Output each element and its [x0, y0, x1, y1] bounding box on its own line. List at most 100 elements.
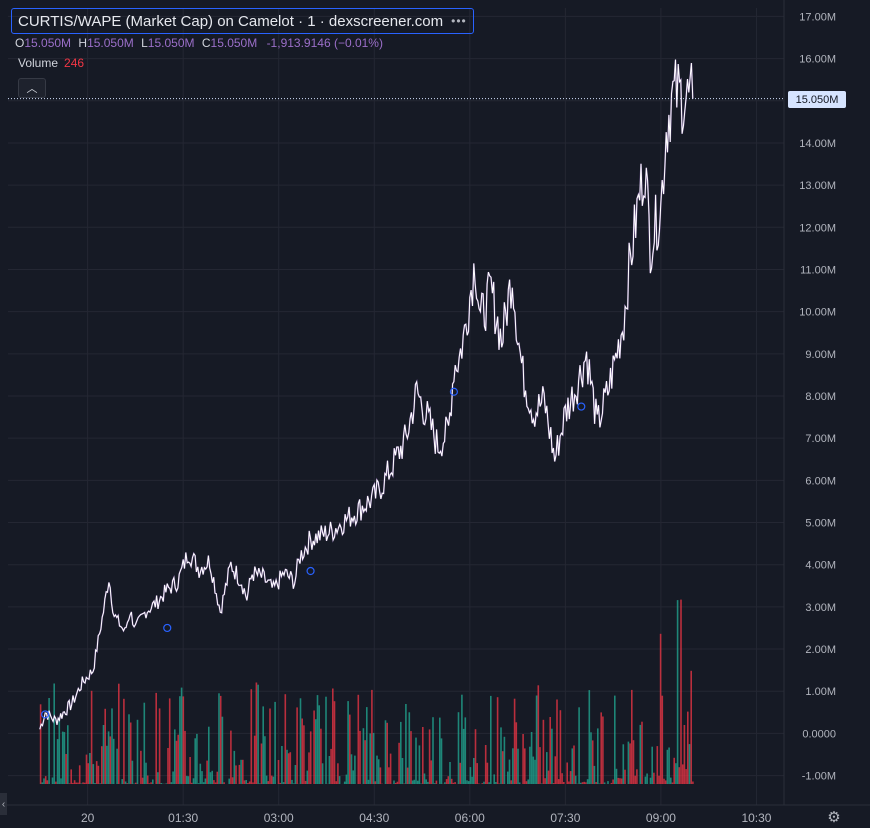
- y-tick-label: 10.00M: [799, 307, 836, 319]
- x-tick-label: 10:30: [741, 811, 771, 825]
- volume-bar: [631, 689, 633, 784]
- more-options-icon[interactable]: •••: [451, 14, 467, 28]
- volume-bar: [51, 777, 54, 784]
- volume-bar: [500, 727, 502, 784]
- volume-bar: [92, 764, 95, 784]
- x-tick-label: 20: [81, 811, 95, 825]
- x-tick-label: 01:30: [168, 811, 198, 825]
- volume-bar: [65, 754, 67, 784]
- volume-bar: [681, 764, 684, 784]
- symbol-legend[interactable]: CURTIS/WAPE (Market Cap) on Camelot · 1 …: [11, 8, 474, 34]
- volume-bar: [274, 701, 276, 784]
- collapse-legend-button[interactable]: ︿: [18, 78, 46, 98]
- volume-bar: [199, 763, 202, 784]
- volume-bar: [155, 692, 157, 784]
- volume-bar: [192, 778, 195, 784]
- volume-bar: [242, 759, 244, 784]
- volume-bar: [428, 729, 431, 784]
- volume-bar: [366, 707, 368, 784]
- volume-bar: [150, 782, 152, 784]
- volume-bar: [250, 689, 253, 784]
- volume-bar: [284, 694, 287, 784]
- volume-bar: [554, 756, 557, 784]
- volume-bar: [97, 765, 100, 784]
- volume-bar: [245, 780, 247, 784]
- volume-bar: [367, 779, 370, 784]
- volume-bar: [104, 708, 106, 784]
- y-tick-label: 4.00M: [805, 560, 836, 572]
- volume-bar: [473, 758, 475, 784]
- volume-bar: [486, 762, 489, 784]
- volume-bar: [94, 783, 96, 784]
- volume-bar: [204, 778, 207, 784]
- volume-bar: [617, 777, 619, 784]
- volume-bar: [467, 781, 470, 784]
- volume-bar: [292, 783, 295, 784]
- volume-bar: [253, 735, 256, 784]
- volume-bar: [377, 759, 380, 784]
- volume-bar: [106, 745, 108, 784]
- volume-legend[interactable]: Volume 246: [18, 56, 84, 70]
- volume-bar: [496, 697, 499, 784]
- volume-bar: [415, 737, 417, 784]
- volume-bar: [469, 767, 472, 784]
- grid-lines: [8, 8, 784, 805]
- volume-bar: [425, 779, 427, 784]
- volume-bar: [454, 782, 456, 784]
- volume-bar: [328, 756, 331, 784]
- volume-bar: [158, 708, 161, 784]
- volume-bar: [90, 690, 93, 784]
- volume-bar: [265, 775, 268, 784]
- volume-bar: [501, 751, 504, 784]
- volume-bar: [418, 745, 421, 784]
- volume-bar: [299, 698, 302, 784]
- volume-bar: [352, 770, 354, 784]
- volume-bar: [393, 780, 395, 784]
- volume-bar: [264, 736, 266, 784]
- volume-bar: [330, 748, 332, 784]
- volume-bar: [559, 710, 562, 784]
- volume-bar: [574, 775, 577, 784]
- volume-bar: [585, 782, 587, 784]
- volume-bar: [206, 760, 208, 784]
- volume-bar: [189, 757, 191, 784]
- volume-bar: [540, 783, 543, 784]
- volume-bar: [529, 746, 531, 784]
- high-value: 15.050M: [87, 36, 134, 50]
- volume-bar: [291, 779, 293, 784]
- volume-bar: [634, 775, 636, 784]
- volume-bar: [435, 780, 438, 784]
- volume-bar: [48, 698, 50, 784]
- volume-bar: [121, 779, 123, 784]
- volume-bar: [269, 708, 271, 784]
- volume-bar: [490, 695, 492, 784]
- volume-bar: [101, 746, 103, 784]
- volume-bar: [309, 731, 312, 784]
- volume-bar: [369, 733, 371, 784]
- volume-bar: [547, 770, 550, 784]
- volume-bar: [588, 690, 591, 784]
- volume-bar: [343, 781, 346, 784]
- volume-bar: [676, 600, 679, 784]
- scroll-left-icon[interactable]: ‹: [0, 793, 7, 815]
- volume-bar: [89, 753, 91, 784]
- volume-bar: [213, 780, 215, 784]
- settings-gear-icon[interactable]: ⚙: [827, 809, 841, 826]
- y-tick-label: 5.00M: [805, 518, 836, 530]
- volume-bar: [180, 687, 183, 784]
- volume-bar: [614, 695, 616, 784]
- low-label: L: [141, 36, 148, 50]
- y-tick-label: 12.00M: [799, 222, 836, 234]
- volume-bar: [607, 781, 609, 784]
- volume-bar: [238, 764, 241, 784]
- open-value: 15.050M: [24, 36, 72, 50]
- volume-bar: [546, 752, 548, 784]
- volume-bar: [563, 782, 565, 784]
- volume-bar: [140, 750, 142, 784]
- volume-bar: [498, 783, 501, 784]
- volume-bar: [218, 693, 220, 784]
- volume-bar: [87, 763, 89, 784]
